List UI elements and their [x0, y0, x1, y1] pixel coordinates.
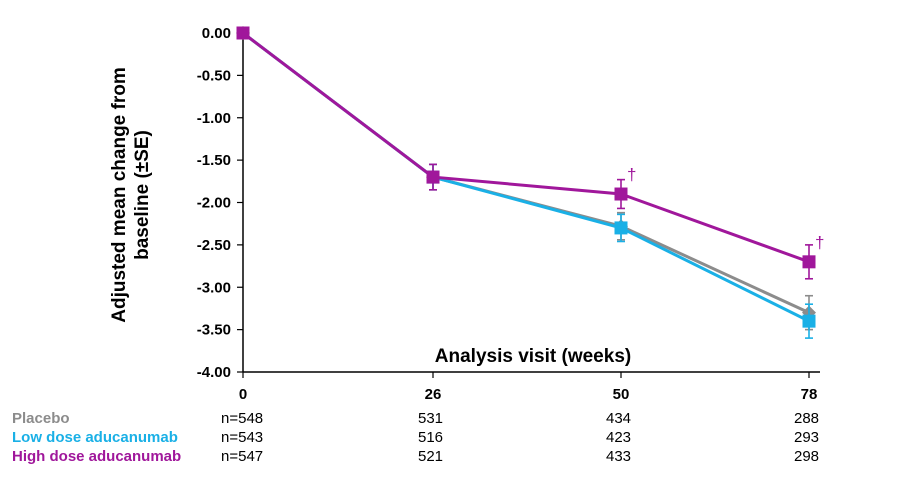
data-point	[426, 170, 440, 184]
y-tick-label: -1.00	[197, 110, 231, 127]
y-axis-title-line-2: baseline (±SE)	[132, 130, 153, 260]
series-line	[242, 31, 810, 323]
series-placebo	[236, 26, 816, 331]
y-tick-label: -1.50	[197, 152, 231, 169]
n-table-value: 293	[794, 429, 820, 446]
n-table-value: 434	[606, 410, 632, 427]
n-table-group-label: Low dose aducanumab	[12, 429, 178, 446]
y-tick-label: -4.00	[197, 364, 231, 381]
data-point	[614, 221, 628, 235]
n-table-value: n=543	[221, 429, 264, 446]
series-low-dose-aducanumab	[236, 26, 816, 339]
n-table-value: n=547	[221, 448, 264, 465]
y-tick-label: -2.00	[197, 195, 231, 212]
n-table-row: Placebo n=548 531 434 288	[0, 410, 924, 428]
series-line	[242, 31, 810, 315]
y-tick-label: 0.00	[202, 25, 231, 42]
y-axis-title-line-1: Adjusted mean change from	[109, 67, 130, 323]
n-table-value: 521	[418, 448, 444, 465]
x-tick-label: 0	[239, 386, 247, 403]
y-tick-label: -3.00	[197, 279, 231, 296]
significance-marker: †	[815, 233, 824, 252]
n-table-value: n=548	[221, 410, 264, 427]
x-axis-title: Analysis visit (weeks)	[435, 346, 631, 367]
significance-marker: †	[627, 165, 636, 184]
n-table-value: 288	[794, 410, 820, 427]
n-table-value: 423	[606, 429, 632, 446]
n-table-row: Low dose aducanumab n=543 516 423 293	[0, 429, 924, 447]
x-tick-label: 50	[613, 386, 630, 403]
data-point	[802, 314, 816, 328]
data-point	[236, 26, 250, 40]
n-table-group-label: Placebo	[12, 410, 70, 427]
n-table-value: 298	[794, 448, 820, 465]
series-line	[242, 31, 810, 264]
y-tick-label: -2.50	[197, 237, 231, 254]
n-table-value: 516	[418, 429, 444, 446]
n-table-group-label: High dose aducanumab	[12, 448, 182, 465]
data-point	[614, 187, 628, 201]
x-tick-label: 26	[425, 386, 442, 403]
y-tick-label: -3.50	[197, 322, 231, 339]
n-table-value: 531	[418, 410, 444, 427]
x-tick-label: 78	[801, 386, 818, 403]
line-chart: 0.00 -0.50 -1.00 -1.50 -2.00 -2.50 -3.00 -3.50 -…	[109, 25, 824, 403]
data-point	[802, 255, 816, 269]
series-high-dose-aducanumab	[236, 26, 816, 280]
n-table-row: High dose aducanumab n=547 521 433 298	[0, 448, 924, 466]
n-table-value: 433	[606, 448, 632, 465]
y-tick-label: -0.50	[197, 67, 231, 84]
